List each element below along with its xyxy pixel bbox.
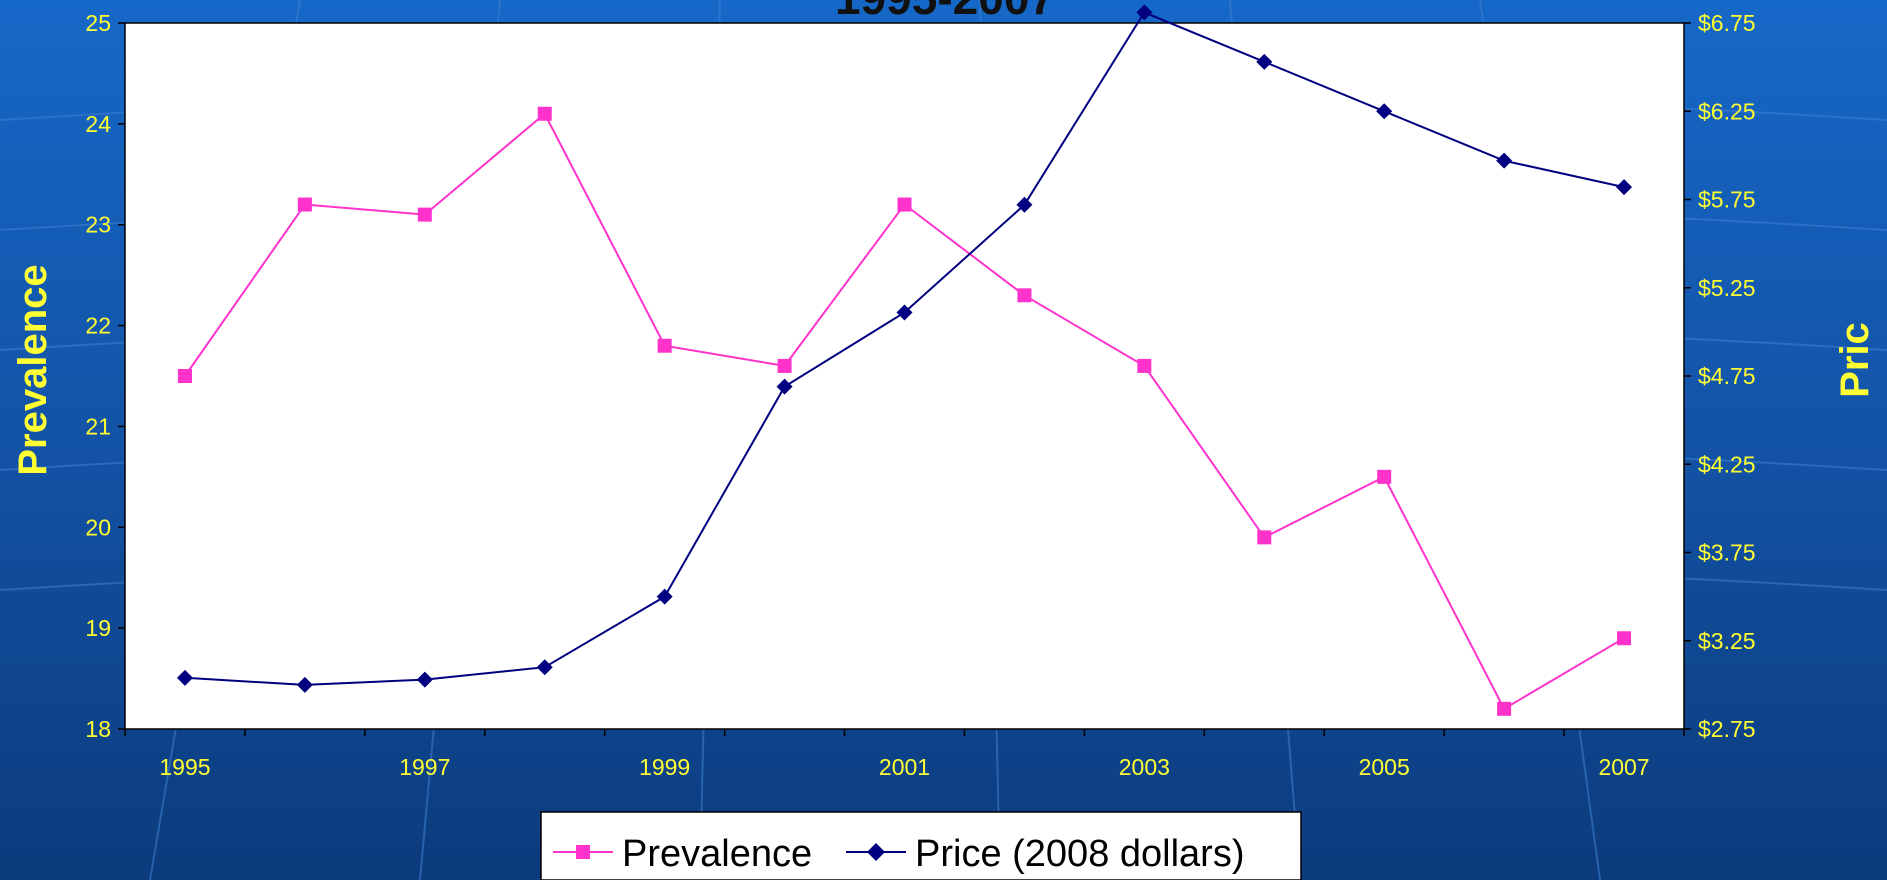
x-tick-label: 1995 [159,754,210,780]
left-tick-label: 19 [85,615,111,641]
left-tick-label: 21 [85,413,111,439]
right-tick-label: $6.75 [1698,10,1756,36]
price-point [536,659,553,676]
left-tick-label: 18 [85,716,111,742]
prevalence-point [1617,631,1632,646]
x-tick-label: 1999 [639,754,690,780]
prevalence-point [1497,701,1512,716]
price-point [656,588,673,605]
legend-box [540,811,1302,880]
left-axis: 25 24 23 22 21 20 19 18 [85,10,125,742]
price-point [1616,179,1633,196]
right-tick-label: $4.75 [1698,363,1756,389]
right-tick-label: $6.25 [1698,98,1756,124]
price-point [1016,196,1033,213]
prevalence-point [1137,358,1152,373]
left-tick-label: 20 [85,514,111,540]
legend-prevalence-marker [576,845,590,859]
price-point [296,676,313,693]
right-tick-label: $5.75 [1698,187,1756,213]
legend-prevalence-label: Prevalence [622,833,812,875]
right-axis-title: Pric [1833,322,1877,398]
x-tick-label: 2007 [1598,754,1649,780]
legend-price-marker [867,843,885,861]
price-point [1256,53,1273,70]
prevalence-point [657,338,672,353]
prevalence-point [417,207,432,222]
prevalence-point [777,358,792,373]
price-point [176,669,193,686]
series-layer [176,4,1633,716]
plot-area [124,22,1685,730]
x-tick-label: 2001 [879,754,930,780]
prevalence-point [1017,288,1032,303]
x-tick-label: 2003 [1119,754,1170,780]
price-point [1376,103,1393,120]
price-point [776,378,793,395]
x-axis: 1995 1997 1999 2001 2003 2005 2007 [124,729,1685,780]
left-tick-label: 23 [85,212,111,238]
right-tick-label: $5.25 [1698,275,1756,301]
price-point [1496,152,1513,169]
right-axis: $6.75 $6.25 $5.75 $5.25 $4.75 $4.25 $3.75 $3.25… [1684,10,1756,742]
prevalence-point [1257,530,1272,545]
left-tick-label: 22 [85,313,111,339]
right-tick-label: $2.75 [1698,716,1756,742]
prevalence-point [297,197,312,212]
x-tick-label: 1997 [399,754,450,780]
right-tick-label: $3.75 [1698,540,1756,566]
right-tick-label: $3.25 [1698,628,1756,654]
prevalence-point [177,369,192,383]
left-axis-title: Prevalence [11,264,55,475]
prevalence-point [897,197,912,212]
price-point [1136,4,1153,21]
chart-title: 1995-2007 [835,0,1055,24]
price-point [896,304,913,321]
price-point [416,671,433,688]
right-tick-label: $4.25 [1698,451,1756,477]
left-tick-label: 25 [85,10,111,36]
legend-price-label: Price (2008 dollars) [915,833,1244,875]
left-tick-label: 24 [85,111,111,137]
prevalence-point [1377,469,1392,484]
prevalence-point [537,106,552,121]
legend: Prevalence Price (2008 dollars) [540,811,1302,880]
x-tick-label: 2005 [1359,754,1410,780]
